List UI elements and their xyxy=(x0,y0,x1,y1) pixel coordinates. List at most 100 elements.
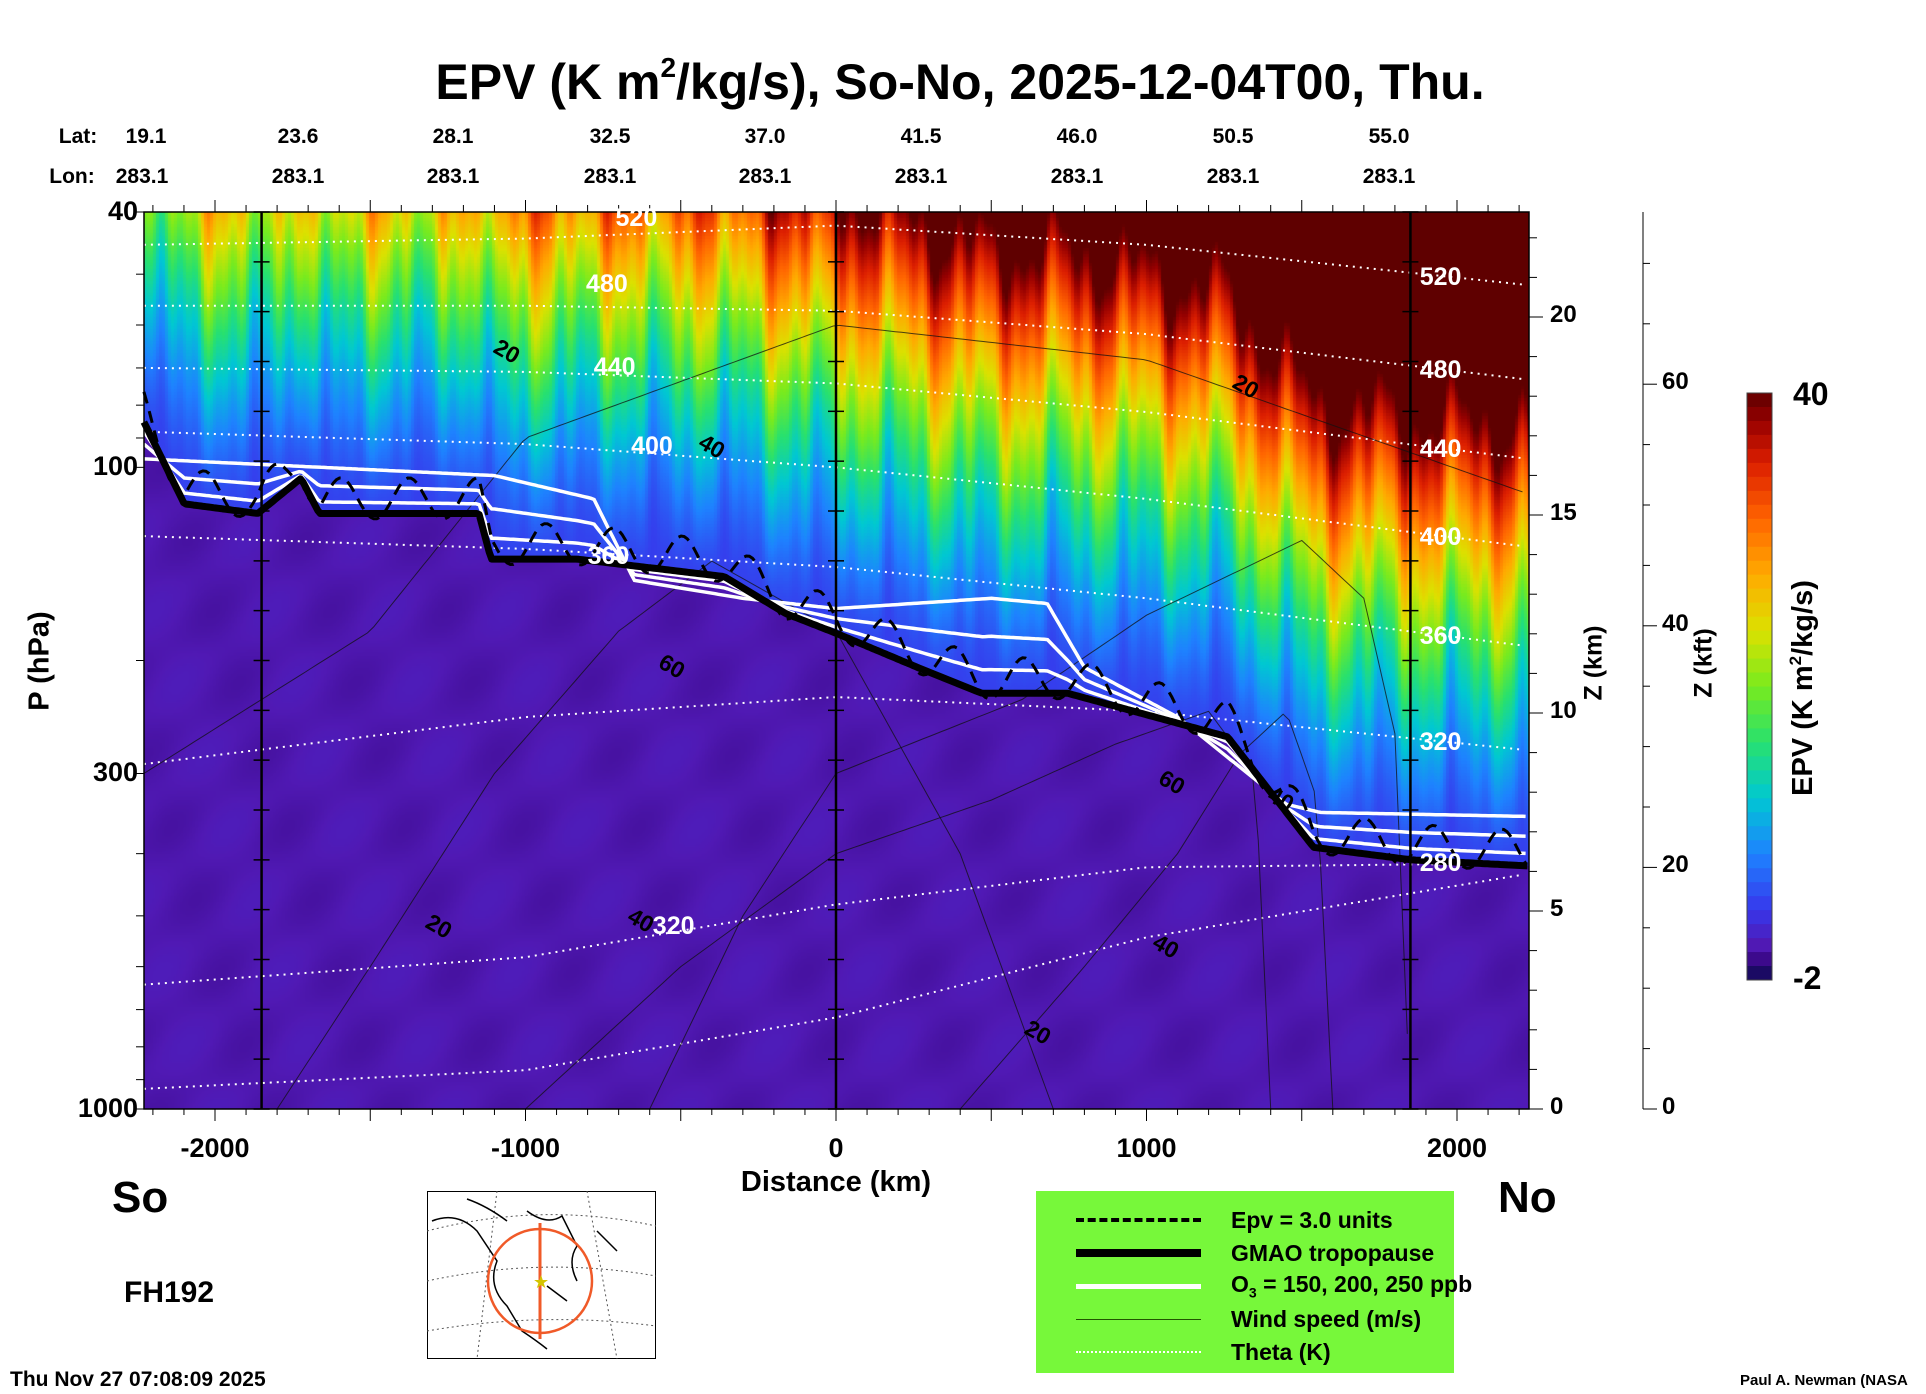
colorbar-segment xyxy=(1747,616,1772,632)
colorbar-segment xyxy=(1747,630,1772,646)
zkft-tick-label: 0 xyxy=(1662,1093,1676,1120)
theta-label: 280 xyxy=(1419,848,1462,877)
zkft-tick-label: 40 xyxy=(1662,609,1689,637)
legend-epv-label: Epv = 3.0 units xyxy=(1231,1206,1393,1233)
legend: Epv = 3.0 units GMAO tropopause O3 = 150… xyxy=(1036,1191,1472,1373)
colorbar-segment xyxy=(1747,714,1772,729)
colorbar-segment xyxy=(1747,840,1772,855)
colorbar-segment xyxy=(1747,393,1772,408)
legend-o3-label: O3 = 150, 200, 250 ppb xyxy=(1231,1271,1472,1301)
title-superscript: 2 xyxy=(660,52,677,83)
lon-value: 283.1 xyxy=(115,165,169,188)
wind-contour xyxy=(525,710,1272,1110)
colorbar-segment xyxy=(1747,490,1772,506)
theta-line xyxy=(143,366,1523,460)
zkft-tick-label: 60 xyxy=(1662,368,1689,396)
legend-item-theta: Theta (K) xyxy=(1076,1337,1331,1367)
colorbar-segment xyxy=(1747,700,1772,715)
theta-inline-label: 520 xyxy=(615,203,658,232)
wind-contour xyxy=(143,324,1523,774)
zkm-tick-label: 0 xyxy=(1550,1093,1564,1120)
colorbar-segment xyxy=(1747,924,1772,939)
colorbar-segment xyxy=(1747,602,1772,618)
colorbar-segment xyxy=(1747,728,1772,743)
lon-value: 283.1 xyxy=(894,165,948,188)
y-tick-label: 40 xyxy=(107,196,138,226)
colorbar-min-label: -2 xyxy=(1793,960,1822,996)
x-tick-label: 2000 xyxy=(1426,1133,1488,1163)
theta-inline-label: 480 xyxy=(586,270,628,299)
colorbar-segment xyxy=(1747,504,1772,520)
theta-label: 400 xyxy=(1419,522,1462,551)
theta-label: 480 xyxy=(1419,356,1462,385)
o3-text: O xyxy=(1231,1271,1249,1298)
colorbar-segment xyxy=(1747,910,1772,925)
theta-inline-label: 400 xyxy=(631,432,673,461)
y-tick-label: 100 xyxy=(92,451,138,482)
lat-label: Lat: xyxy=(58,125,98,148)
lat-value: 41.5 xyxy=(900,125,942,148)
north-label: No xyxy=(1498,1173,1557,1222)
colorbar-segment xyxy=(1747,770,1772,785)
colorbar-segment xyxy=(1747,952,1772,967)
colorbar-segment xyxy=(1747,406,1772,422)
colorbar-segment xyxy=(1747,868,1772,883)
colorbar-label-rest: /kg/s) xyxy=(1786,580,1819,656)
colorbar-segment xyxy=(1747,434,1772,450)
theta-inline-label: 440 xyxy=(593,352,636,381)
theta-line xyxy=(143,873,1523,1090)
colorbar-label-sup: 2 xyxy=(1786,655,1806,666)
zkft-axis-label: Z (kft) xyxy=(1689,628,1718,698)
theta-line xyxy=(143,696,1523,765)
lat-value: 32.5 xyxy=(589,125,631,148)
colorbar-segment xyxy=(1747,658,1772,674)
legend-theta-label: Theta (K) xyxy=(1231,1338,1331,1365)
legend-item-tropopause: GMAO tropopause xyxy=(1076,1238,1434,1268)
lon-value: 283.1 xyxy=(1362,165,1416,188)
colorbar-segment xyxy=(1747,420,1772,436)
theta-label: 440 xyxy=(1419,435,1462,464)
colorbar-segment xyxy=(1747,476,1772,492)
coastlines xyxy=(431,1198,618,1350)
dashed-line-swatch xyxy=(1076,1218,1201,1222)
x-tick-label: 1000 xyxy=(1116,1133,1177,1163)
lon-value: 283.1 xyxy=(1050,165,1104,188)
theta-label: 360 xyxy=(1419,622,1462,651)
south-label: So xyxy=(112,1173,169,1222)
x-tick-label: 0 xyxy=(828,1133,844,1163)
o3-text-rest: = 150, 200, 250 ppb xyxy=(1256,1271,1473,1298)
legend-wind-label: Wind speed (m/s) xyxy=(1231,1305,1422,1332)
legend-tropopause-label: GMAO tropopause xyxy=(1231,1239,1435,1266)
lat-value: 55.0 xyxy=(1368,125,1410,148)
y-axis-label: P (hPa) xyxy=(23,611,56,711)
colorbar-segment xyxy=(1747,588,1772,604)
colorbar-segment xyxy=(1747,742,1772,757)
colorbar-segment xyxy=(1747,938,1772,953)
timestamp: Thu Nov 27 07:08:09 2025 xyxy=(10,1368,266,1391)
colorbar-label: EPV (K m2/kg/s) xyxy=(1786,580,1820,796)
thick-line-swatch xyxy=(1076,1249,1201,1257)
theta-label: 320 xyxy=(1419,727,1462,756)
o3-subscript: 3 xyxy=(1248,1284,1257,1301)
forecast-hour: FH192 xyxy=(124,1276,215,1309)
lat-value: 23.6 xyxy=(277,125,319,148)
center-star-icon: ★ xyxy=(533,1272,549,1292)
x-tick-label: -2000 xyxy=(180,1133,250,1163)
title-text: EPV (K m xyxy=(435,54,661,110)
theta-line xyxy=(143,224,1523,286)
theta-inline-label: 360 xyxy=(587,542,630,571)
zkm-axis-label: Z (km) xyxy=(1579,625,1608,701)
legend-item-wind: Wind speed (m/s) xyxy=(1076,1304,1421,1334)
title-text-rest: /kg/s), So-No, 2025-12-04T00, Thu. xyxy=(676,54,1485,110)
theta-label: 520 xyxy=(1419,262,1462,291)
lon-value: 283.1 xyxy=(1206,165,1260,188)
thin-line-swatch xyxy=(1076,1318,1201,1320)
colorbar-segment xyxy=(1747,560,1772,576)
white-line-swatch xyxy=(1076,1283,1201,1289)
zkft-tick-label: 20 xyxy=(1662,851,1689,879)
colorbar-segment xyxy=(1747,882,1772,897)
lat-value: 46.0 xyxy=(1056,125,1098,148)
y-tick-label: 1000 xyxy=(77,1093,138,1123)
legend-item-o3: O3 = 150, 200, 250 ppb xyxy=(1076,1271,1472,1301)
